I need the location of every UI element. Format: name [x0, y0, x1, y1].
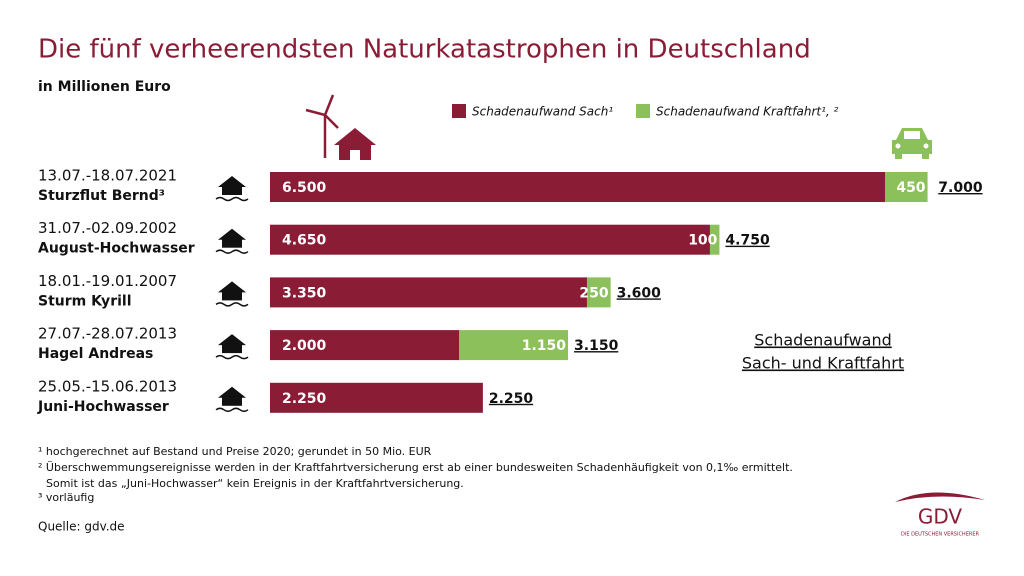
legend-label: Schadenaufwand Sach¹	[472, 105, 613, 119]
icon-roof	[218, 334, 246, 346]
chart-title: Die fünf verheerendsten Naturkatastrophe…	[38, 35, 811, 65]
icon-roof	[218, 176, 246, 187]
legend-label: Schadenaufwand Kraftfahrt¹, ²	[656, 105, 839, 119]
category-label: Juni-Hochwasser	[37, 399, 169, 415]
total-label: 3.600	[617, 285, 662, 301]
icon-roof	[218, 228, 246, 240]
icon-body	[222, 238, 242, 248]
bar-segment	[270, 172, 885, 202]
category-label: Hagel Andreas	[38, 346, 153, 362]
category-label: Sturzflut Bernd³	[38, 188, 165, 204]
value-label: 2.250	[282, 391, 327, 407]
category-date: 18.01.-19.01.2007	[38, 272, 177, 290]
icon-wave	[215, 407, 249, 413]
bar-segment	[270, 277, 587, 308]
total-label: 7.000	[938, 180, 983, 196]
value-label: 4.650	[282, 233, 327, 249]
bar-segment	[270, 330, 460, 361]
icon-roof	[218, 386, 246, 398]
icon-body	[222, 396, 242, 406]
footnote: ² Überschwemmungsereignisse werden in de…	[38, 461, 793, 474]
bar-segment	[270, 224, 710, 255]
row-icon	[215, 281, 249, 307]
icon-body	[222, 291, 242, 301]
source: Quelle: gdv.de	[38, 520, 125, 534]
subtitle: in Millionen Euro	[38, 79, 171, 95]
legend-swatch	[636, 104, 650, 118]
total-label: 2.250	[489, 391, 534, 407]
value-label: 6.500	[282, 180, 327, 196]
icon-roof	[218, 281, 246, 293]
row-icon	[215, 228, 249, 254]
bar-segment	[270, 382, 483, 413]
value-label: 2.000	[282, 338, 327, 354]
row-icon	[215, 176, 249, 202]
logo-name: GDV	[918, 505, 963, 529]
category-date: 27.07.-28.07.2013	[38, 325, 177, 343]
value-label: 100	[688, 233, 717, 249]
category-label: August-Hochwasser	[38, 241, 195, 257]
logo-swoosh	[895, 492, 985, 502]
bar-segment	[459, 330, 569, 361]
category-date: 13.07.-18.07.2021	[38, 167, 177, 185]
annotation: Sach- und Kraftfahrt	[742, 354, 904, 373]
footnote: ³ vorläufig	[38, 491, 94, 504]
row-icon	[215, 334, 249, 360]
value-label: 250	[579, 285, 608, 301]
icon-body	[222, 186, 242, 195]
bar-segment	[885, 172, 928, 202]
logo-tagline: DIE DEUTSCHEN VERSICHERER	[901, 532, 979, 538]
legend-swatch	[452, 104, 466, 118]
category-date: 25.05.-15.06.2013	[38, 377, 177, 395]
row-icon	[215, 386, 249, 413]
total-label: 4.750	[725, 233, 770, 249]
icon-wave	[215, 354, 249, 360]
annotation: Schadenaufwand	[754, 331, 892, 350]
footnote: Somit ist das „Juni-Hochwasser“ kein Ere…	[46, 477, 464, 490]
value-label: 3.350	[282, 285, 327, 301]
icon-wave	[215, 249, 249, 254]
logo: GDV DIE DEUTSCHEN VERSICHERER	[895, 492, 985, 538]
bar-segment	[586, 277, 611, 308]
car-icon	[892, 128, 932, 159]
footnote: ¹ hochgerechnet auf Bestand und Preise 2…	[38, 445, 432, 458]
icon-wave	[215, 302, 249, 307]
turbine-house-icon	[305, 94, 376, 160]
category-date: 31.07.-02.09.2002	[38, 219, 177, 237]
category-label: Sturm Kyrill	[38, 293, 132, 309]
value-label: 1.150	[522, 338, 567, 354]
bar-segment	[709, 224, 720, 255]
icon-body	[222, 344, 242, 354]
value-label: 450	[896, 180, 925, 196]
icon-wave	[215, 196, 249, 202]
total-label: 3.150	[574, 338, 619, 354]
